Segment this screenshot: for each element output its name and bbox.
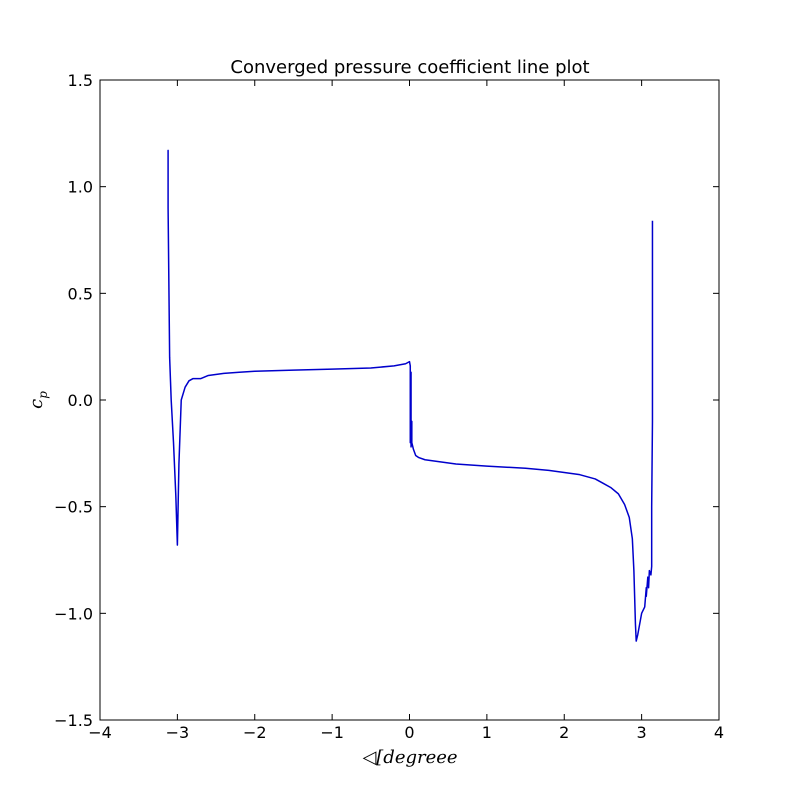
series-line-0 <box>167 149 654 642</box>
x-tick-labels: −4 −3 −2 −1 0 1 2 3 4 <box>88 723 724 742</box>
y-tick-label: 1.0 <box>68 178 93 197</box>
plot-frame <box>99 79 720 721</box>
x-tick-label: −3 <box>166 723 190 742</box>
x-tick-label: −2 <box>243 723 267 742</box>
y-tick-label: −1.5 <box>54 711 93 730</box>
chart-title: Converged pressure coefficient line plot <box>230 57 589 78</box>
y-tick-label: 1.5 <box>68 71 93 90</box>
x-tick-label: −1 <box>320 723 344 742</box>
y-axis-label-main: c <box>26 399 47 409</box>
y-tick-label: −1.0 <box>54 604 93 623</box>
y-tick-labels: 1.5 1.0 0.5 0.0 −0.5 −1.0 −1.5 <box>54 71 93 730</box>
x-tick-label: 1 <box>482 723 492 742</box>
y-tick-label: 0.5 <box>68 284 93 303</box>
axis-ticks <box>99 79 720 721</box>
y-axis-label-subscript: p <box>36 391 50 399</box>
x-tick-label: 0 <box>404 723 414 742</box>
x-tick-label: 2 <box>559 723 569 742</box>
y-axis-label: cp <box>26 391 50 409</box>
plot-area <box>167 149 654 642</box>
x-tick-label: 3 <box>637 723 647 742</box>
x-axis-label: ◁[degreee <box>362 747 457 768</box>
y-tick-label: 0.0 <box>68 391 93 410</box>
y-tick-label: −0.5 <box>54 498 93 517</box>
x-tick-label: −4 <box>88 723 112 742</box>
x-tick-label: 4 <box>714 723 724 742</box>
